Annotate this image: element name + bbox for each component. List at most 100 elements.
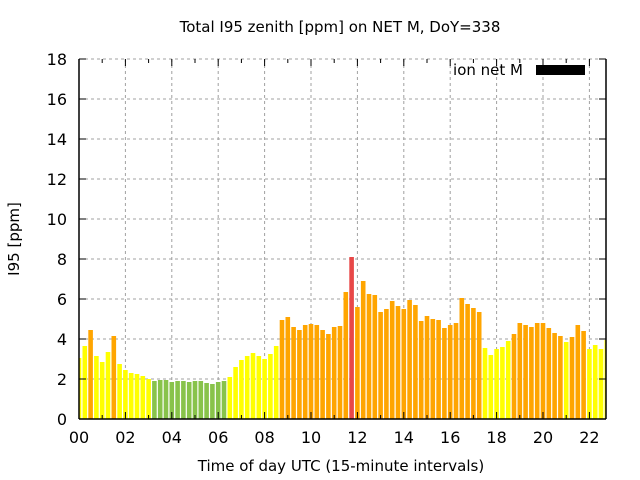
x-tick-label: 02 [115,428,135,447]
bar [210,384,215,419]
bar [291,327,296,419]
bar [494,349,499,419]
x-tick-label: 06 [208,428,228,447]
bar [372,295,378,419]
bar [447,325,453,419]
bar [181,381,186,419]
bar [320,330,325,419]
chart-title: Total I95 zenith [ppm] on NET M, DoY=338 [179,18,501,36]
bar [88,330,93,419]
x-tick-label: 08 [254,428,274,447]
bar [239,360,244,419]
bar [163,380,169,419]
bar [140,376,146,419]
bars [79,257,606,419]
bar [152,381,157,419]
bar [563,342,569,419]
bar [262,359,267,419]
bar [297,330,302,419]
bar [117,364,122,419]
bar [459,298,465,419]
x-tick-labels: 00 02 04 06 08 10 12 14 16 18 20 22 [69,428,600,447]
bar [273,346,279,419]
bar [157,380,163,419]
bar [268,354,273,419]
bar [366,294,372,419]
bar [598,349,604,419]
bar [529,327,534,419]
bar [389,301,395,419]
bar [337,326,343,419]
bar [244,356,250,419]
bar [123,370,128,419]
y-tick-label: 14 [47,130,67,149]
x-tick-label: 10 [301,428,321,447]
bar [592,345,598,419]
bar [198,381,204,419]
bar [587,349,592,419]
bar [436,320,441,419]
bar [215,382,221,419]
bar [221,381,227,419]
legend-swatch [536,65,585,75]
y-tick-label: 18 [47,50,67,69]
x-tick-label: 14 [394,428,414,447]
y-tick-label: 6 [57,290,67,309]
bar [511,334,517,419]
bar [326,334,331,419]
bar [105,352,111,419]
bar [482,348,488,419]
bar [79,358,82,419]
y-tick-label: 16 [47,90,67,109]
bar [401,309,407,419]
x-tick-label: 18 [486,428,506,447]
bar [471,308,476,419]
bar [169,382,175,419]
bar [355,307,360,419]
bar [575,325,581,419]
bar [523,325,528,419]
bar [99,362,105,419]
bar [395,306,401,419]
y-tick-label: 8 [57,250,67,269]
bar [146,379,151,419]
x-tick-label: 04 [162,428,182,447]
bar [476,312,482,419]
x-tick-label: 00 [69,428,89,447]
bar [453,323,459,419]
bar [413,305,418,419]
x-tick-label: 12 [347,428,367,447]
plot-frame [78,59,607,420]
bar [442,328,447,419]
bar [186,382,192,419]
bar [331,327,337,419]
legend-label: ion net M [453,61,523,79]
y-tick-label: 2 [57,370,67,389]
bar [256,356,262,419]
bar [308,324,314,419]
bar [581,331,586,419]
bar [517,323,523,419]
bar [227,377,233,419]
x-tick-label: 16 [440,428,460,447]
y-tick-labels: 0 2 4 6 8 10 12 14 16 18 [47,50,67,429]
bar [250,353,256,419]
bar [128,373,134,419]
bar [192,381,198,419]
bar [546,328,552,419]
y-tick-label: 4 [57,330,67,349]
bar [343,292,349,419]
bar [285,317,291,419]
x-tick-label: 20 [533,428,553,447]
bar [314,325,320,419]
bar [94,356,99,419]
bar [569,337,575,419]
bar [424,316,430,419]
y-tick-label: 0 [57,410,67,429]
bar [540,323,546,419]
bar [233,367,238,419]
bar [552,333,557,419]
bar [302,325,308,419]
bar [134,374,140,419]
